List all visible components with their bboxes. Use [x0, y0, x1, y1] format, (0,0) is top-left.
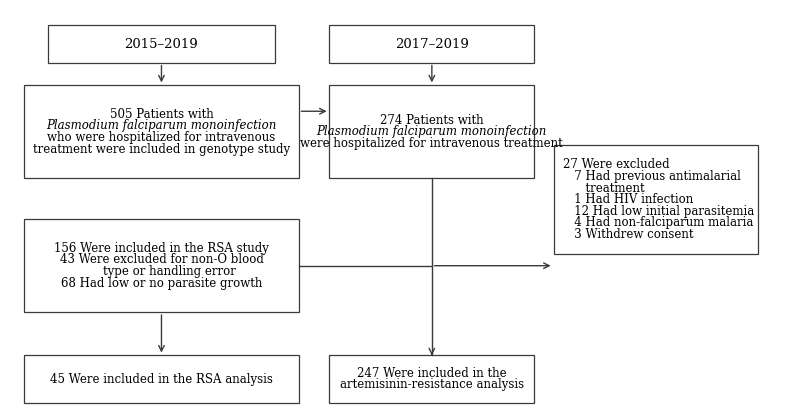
Text: 4 Had non-falciparum malaria: 4 Had non-falciparum malaria [563, 217, 753, 229]
Text: 45 Were included in the RSA analysis: 45 Were included in the RSA analysis [50, 372, 273, 386]
FancyBboxPatch shape [330, 25, 534, 63]
FancyBboxPatch shape [554, 145, 758, 255]
Text: 274 Patients with: 274 Patients with [380, 114, 484, 127]
Text: Plasmodium falciparum monoinfection: Plasmodium falciparum monoinfection [46, 120, 277, 133]
Text: 2017–2019: 2017–2019 [395, 38, 469, 51]
Text: type or handling error: type or handling error [87, 265, 235, 278]
FancyBboxPatch shape [47, 25, 275, 63]
FancyBboxPatch shape [330, 85, 534, 178]
Text: 68 Had low or no parasite growth: 68 Had low or no parasite growth [61, 277, 262, 290]
Text: 43 Were excluded for non-O blood: 43 Were excluded for non-O blood [59, 253, 263, 266]
Text: 12 Had low initial parasitemia: 12 Had low initial parasitemia [563, 205, 754, 218]
Text: 3 Withdrew consent: 3 Withdrew consent [563, 228, 694, 241]
Text: 505 Patients with: 505 Patients with [110, 108, 214, 121]
FancyBboxPatch shape [330, 355, 534, 403]
Text: 247 Were included in the: 247 Were included in the [357, 367, 506, 380]
Text: Plasmodium falciparum monoinfection: Plasmodium falciparum monoinfection [317, 125, 547, 138]
Text: were hospitalized for intravenous treatment: were hospitalized for intravenous treatm… [301, 137, 563, 150]
Text: 156 Were included in the RSA study: 156 Were included in the RSA study [54, 242, 269, 255]
FancyBboxPatch shape [24, 219, 298, 312]
Text: 27 Were excluded: 27 Were excluded [563, 158, 670, 171]
FancyBboxPatch shape [24, 85, 298, 178]
Text: who were hospitalized for intravenous: who were hospitalized for intravenous [47, 131, 275, 144]
Text: treatment: treatment [563, 182, 645, 195]
Text: 2015–2019: 2015–2019 [125, 38, 198, 51]
FancyBboxPatch shape [24, 355, 298, 403]
Text: artemisinin-resistance analysis: artemisinin-resistance analysis [340, 378, 524, 391]
Text: 1 Had HIV infection: 1 Had HIV infection [563, 193, 693, 206]
Text: treatment were included in genotype study: treatment were included in genotype stud… [33, 143, 290, 155]
Text: 7 Had previous antimalarial: 7 Had previous antimalarial [563, 170, 741, 183]
